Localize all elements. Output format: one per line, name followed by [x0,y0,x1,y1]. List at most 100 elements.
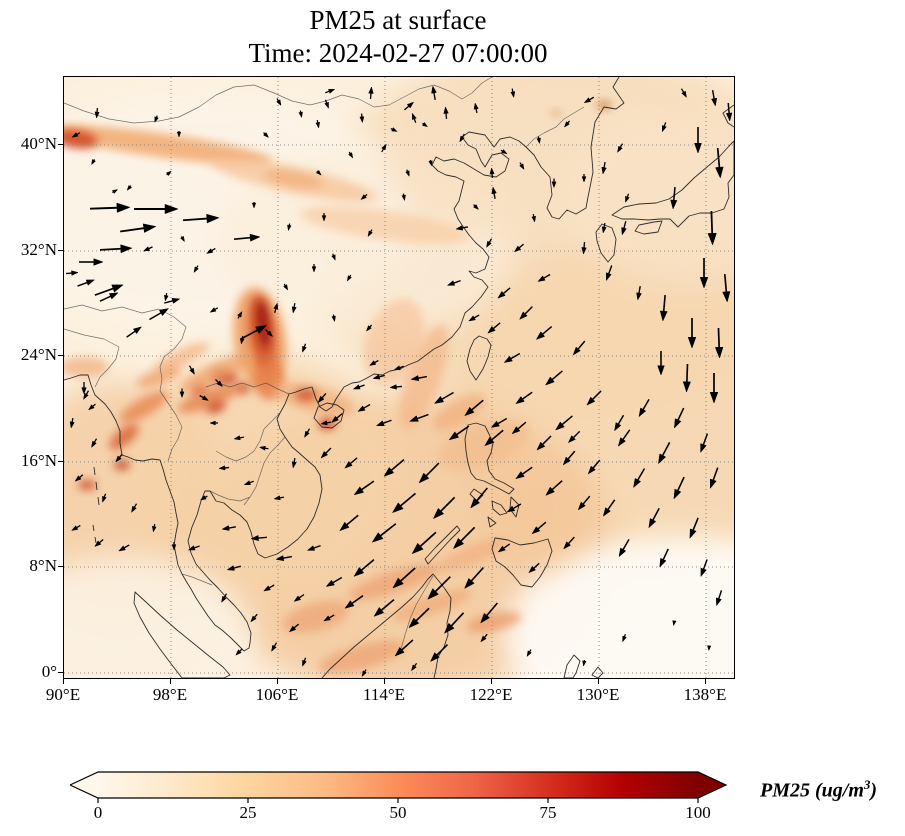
wind-arrow-head [276,99,282,107]
wind-arrow-shaft [380,599,395,611]
wind-arrow [536,435,552,451]
wind-arrow [94,107,100,119]
wind-arrow-shaft [120,227,144,233]
wind-arrow [171,542,177,551]
wind-arrow-head [459,135,465,143]
wind-arrow-head [657,365,665,376]
wind-arrow-head [373,606,385,617]
wind-arrow-shaft [99,538,104,544]
wind-arrow [265,329,274,338]
wind-arrow [154,115,159,123]
wind-arrow-head [519,311,528,320]
wind-arrow-shaft [92,403,96,407]
wind-arrow-head [470,497,481,509]
wind-arrow-head [501,149,508,155]
wind-arrow-head [331,254,336,261]
wind-arrow-shaft [313,544,321,549]
wind-arrow-shaft [76,132,81,135]
wind-arrow-head [391,502,404,514]
wind-arrow [91,159,96,166]
wind-arrow [511,421,527,435]
wind-arrow-head [659,310,668,322]
wind-arrow-shaft [712,467,719,481]
wind-arrow-shaft [537,521,547,530]
wind-arrow-shaft [589,96,595,101]
wind-arrow [365,324,373,332]
wind-arrow [709,467,719,490]
wind-arrow [69,417,75,429]
wind-arrow-shaft [326,421,332,424]
wind-arrow [81,382,87,395]
wind-arrow-head [497,545,506,553]
wind-arrow [484,429,504,447]
pm25-blob [391,589,473,621]
wind-arrow-head [672,620,677,627]
wind-arrow-head [513,245,522,253]
wind-arrow [421,121,429,128]
lat-tick-label: 8°N [29,556,57,575]
wind-arrow-head [699,277,709,289]
wind-arrow [360,193,368,201]
pm25-blob [564,107,734,287]
coast-shikoku [634,220,663,235]
wind-arrow-head [165,170,172,177]
wind-arrow-shaft [460,526,476,542]
wind-arrow-head [187,545,196,551]
colorbar [68,771,730,805]
wind-arrow [528,562,540,574]
colorbar-under-arrow [70,772,98,798]
wind-arrow-head [715,166,724,179]
wind-arrow [394,639,414,657]
wind-arrow-head [132,326,142,335]
wind-arrow-head [707,645,712,652]
wind-arrow-head [152,525,157,533]
wind-arrow-head [412,112,417,120]
wind-arrow-shaft [491,429,504,441]
wind-arrow [545,480,563,496]
wind-arrow-head [555,421,565,431]
wind-arrow [233,435,245,441]
coast-andaman-islands [92,466,100,544]
colorbar-tick-label: 75 [539,803,557,822]
wind-arrow [470,487,488,509]
wind-arrow-shaft [363,403,371,409]
wind-arrow-head [344,600,355,609]
wind-arrow-shaft [254,613,258,618]
lat-tick-label: 32°N [20,240,57,259]
wind-arrow-head [237,310,243,318]
wind-arrow-shaft [364,193,368,197]
wind-arrow-shaft [199,394,204,399]
wind-arrow [221,525,237,531]
wind-arrow [243,480,254,485]
wind-arrow [142,246,153,252]
wind-arrow-head [716,597,722,607]
wind-arrow-head [681,90,687,98]
coast-visayas-3 [487,516,497,528]
wind-arrow-head [209,420,216,426]
wind-arrow-shaft [228,526,237,529]
wind-arrow [622,634,627,643]
wind-arrow-head [369,360,377,366]
wind-arrow-head [535,331,546,340]
wind-arrow-shaft [77,281,88,287]
wind-arrow [65,270,79,276]
wind-arrow-head [142,246,151,252]
wind-arrow [432,496,456,520]
wind-arrow [324,99,329,109]
wind-arrow-shaft [418,375,428,379]
wind-arrow-shaft [233,565,241,569]
wind-arrow [497,287,511,299]
wind-arrow [427,576,451,600]
wind-arrow [291,302,297,314]
wind-arrow [473,102,479,114]
wind-arrow-head [102,495,107,503]
wind-arrow-shaft [434,576,451,593]
wind-arrow [383,459,405,477]
wind-arrow [489,167,495,179]
wind-arrow-head [431,85,437,94]
wind-arrow [433,391,454,404]
border-india-china-myanmar [64,304,187,392]
wind-arrow [131,503,138,513]
wind-arrow-head [304,430,310,438]
wind-arrow-head [93,258,104,266]
